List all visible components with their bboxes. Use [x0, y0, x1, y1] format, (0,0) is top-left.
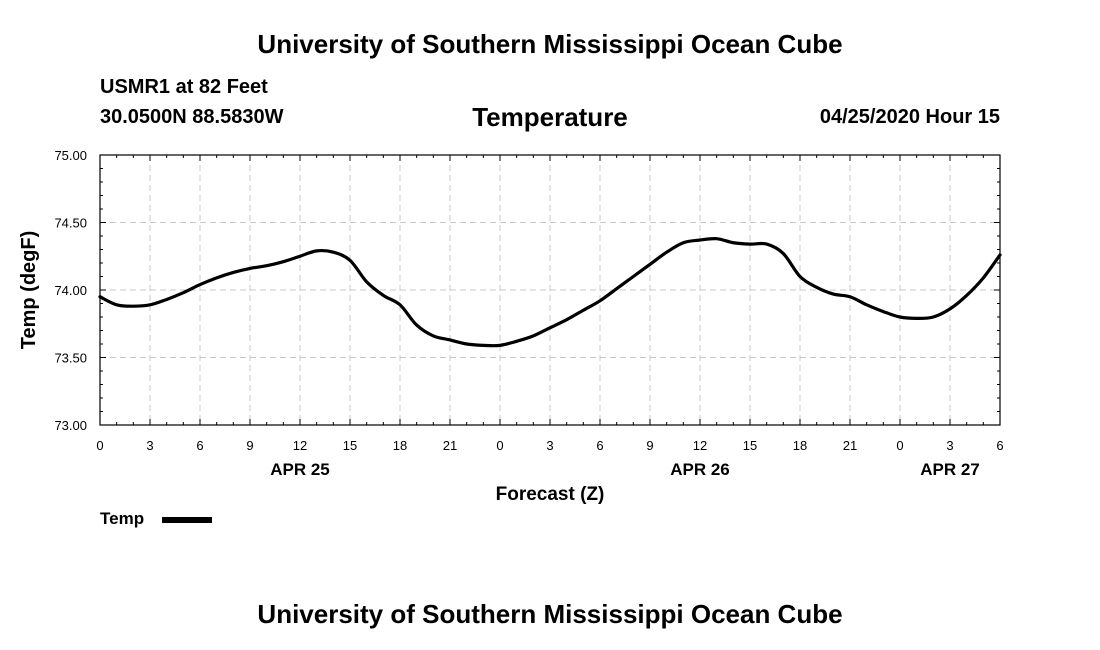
station-label: USMR1 at 82 Feet: [100, 76, 268, 98]
legend-label: Temp: [100, 509, 145, 528]
y-tick-label: 73.50: [54, 351, 87, 366]
bottom-title: University of Southern Mississippi Ocean…: [257, 599, 843, 629]
x-tick-label: 0: [896, 438, 903, 453]
x-tick-label: 21: [843, 438, 857, 453]
x-tick-label: 6: [196, 438, 203, 453]
x-tick-label: 18: [393, 438, 407, 453]
date-label: APR 26: [670, 460, 730, 479]
x-tick-label: 18: [793, 438, 807, 453]
y-tick-label: 74.50: [54, 216, 87, 231]
plot-frame: [99, 154, 1001, 426]
x-tick-label: 9: [246, 438, 253, 453]
x-tick-label: 15: [343, 438, 357, 453]
x-tick-label: 21: [443, 438, 457, 453]
x-tick-label: 3: [146, 438, 153, 453]
valid-time-label: 04/25/2020 Hour 15: [819, 106, 1000, 128]
x-tick-label: 3: [546, 438, 553, 453]
x-tick-label: 9: [646, 438, 653, 453]
date-label: APR 25: [270, 460, 330, 479]
x-axis-label: Forecast (Z): [496, 484, 605, 505]
x-tick-label: 12: [293, 438, 307, 453]
coordinates-label: 30.0500N 88.5830W: [100, 106, 284, 128]
y-tick-label: 73.00: [54, 418, 87, 433]
x-tick-label: 15: [743, 438, 757, 453]
date-label: APR 27: [920, 460, 980, 479]
chart-title: Temperature: [472, 102, 628, 132]
temp-series-line: [98, 237, 1002, 348]
legend-swatch: [162, 517, 212, 523]
y-axis-label: Temp (degF): [18, 231, 40, 350]
y-tick-label: 74.00: [54, 283, 87, 298]
x-tick-label: 3: [946, 438, 953, 453]
top-title: University of Southern Mississippi Ocean…: [257, 29, 843, 59]
x-tick-label: 0: [496, 438, 503, 453]
y-tick-label: 75.00: [54, 148, 87, 163]
x-tick-label: 6: [596, 438, 603, 453]
x-tick-label: 0: [96, 438, 103, 453]
x-tick-label: 6: [996, 438, 1003, 453]
x-tick-label: 12: [693, 438, 707, 453]
